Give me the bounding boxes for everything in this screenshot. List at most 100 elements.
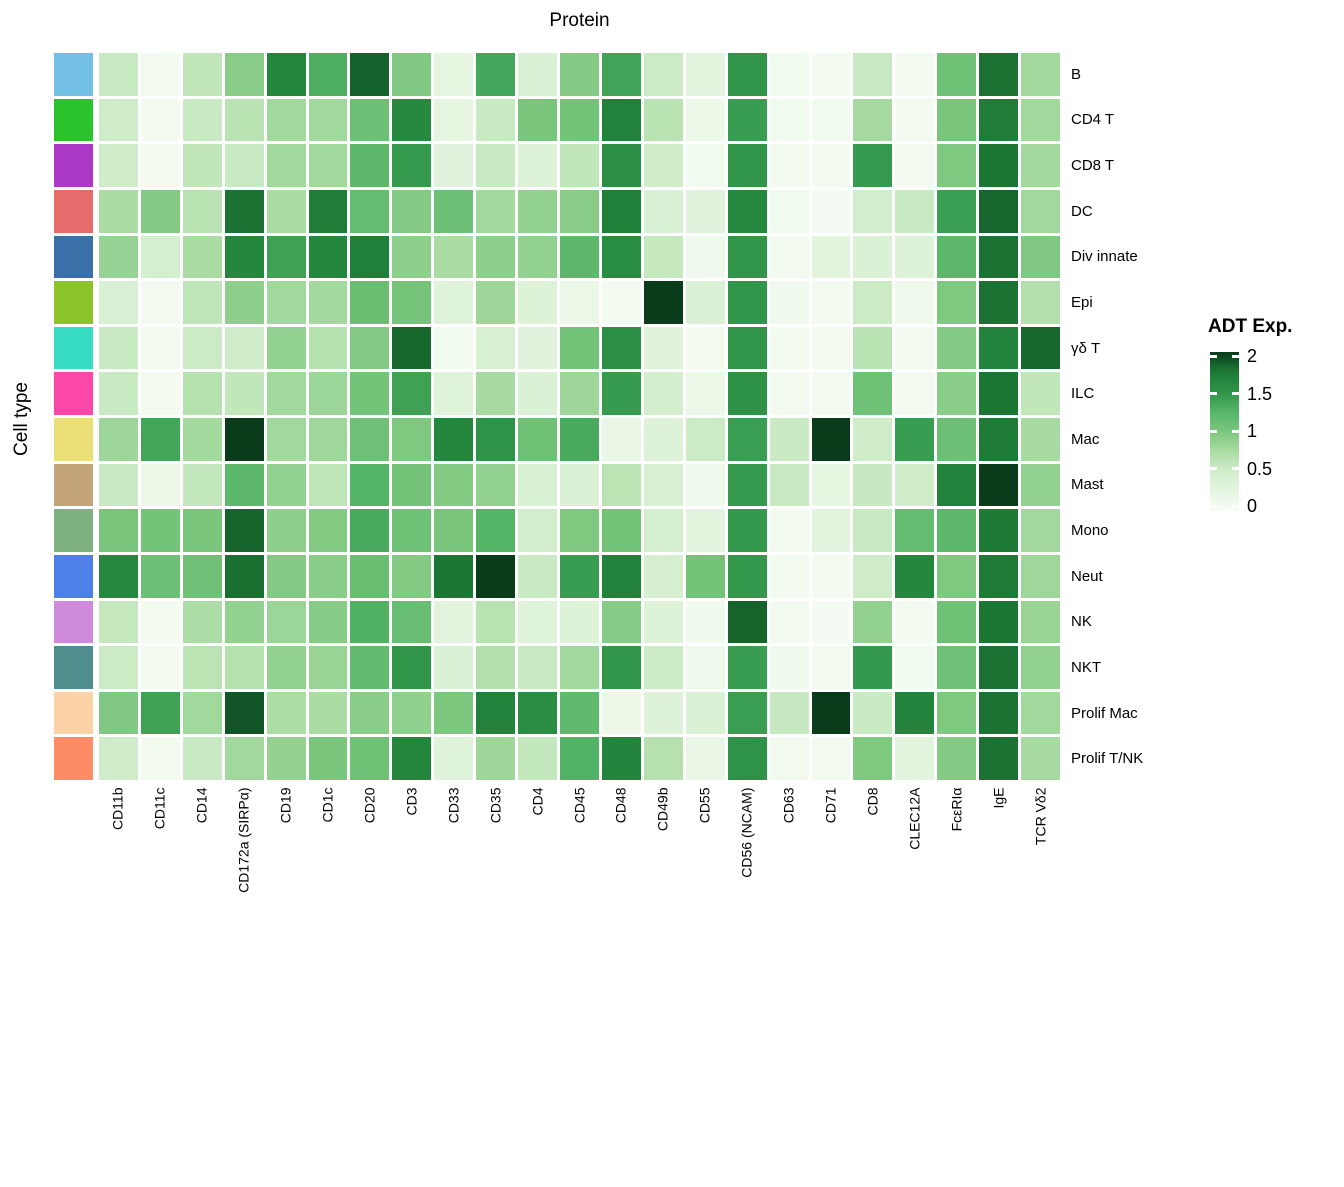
heatmap-cell <box>601 691 641 735</box>
heatmap-cell <box>434 737 474 780</box>
heatmap-cell <box>392 463 432 507</box>
heatmap-cell <box>643 646 683 689</box>
cell-type-swatch <box>54 326 93 370</box>
heatmap-cell <box>601 737 641 780</box>
heatmap-cell <box>769 372 809 415</box>
heatmap-cell <box>266 600 306 644</box>
heatmap-cell <box>769 600 809 644</box>
heatmap-cell <box>99 235 138 279</box>
legend-tick <box>1210 429 1217 433</box>
heatmap-cell <box>601 281 641 324</box>
heatmap-cell <box>266 691 306 735</box>
heatmap-cell <box>476 691 516 735</box>
heatmap-cell <box>560 235 599 279</box>
heatmap-cell <box>140 372 180 415</box>
heatmap-cell <box>979 53 1019 96</box>
row-label: Mast <box>1071 476 1104 494</box>
heatmap-cell <box>853 189 893 233</box>
heatmap-cell <box>1021 98 1060 142</box>
heatmap-cell <box>727 418 767 461</box>
heatmap-cell <box>769 144 809 187</box>
heatmap-cell <box>392 235 432 279</box>
heatmap-cell <box>308 737 348 780</box>
heatmap-cell <box>224 281 264 324</box>
heatmap-cell <box>140 554 180 598</box>
heatmap-cell <box>392 737 432 780</box>
column-label: TCR Vδ2 <box>1032 787 1049 845</box>
column-label: CD8 <box>864 787 881 816</box>
heatmap-cell <box>560 646 599 689</box>
heatmap-cell <box>853 281 893 324</box>
heatmap-cell <box>434 646 474 689</box>
heatmap-cell <box>601 326 641 370</box>
heatmap-cell <box>182 144 222 187</box>
heatmap-cell <box>1021 372 1060 415</box>
cell-type-swatch <box>54 235 93 279</box>
heatmap-cell <box>518 53 558 96</box>
cell-type-color-strip <box>54 53 93 780</box>
heatmap-cell <box>853 737 893 780</box>
legend-tick-label: 1.5 <box>1247 383 1273 404</box>
heatmap-cell <box>811 418 851 461</box>
heatmap-cell <box>224 144 264 187</box>
heatmap-cell <box>308 691 348 735</box>
heatmap-cell <box>853 144 893 187</box>
heatmap-cell <box>685 418 725 461</box>
heatmap-cell <box>601 53 641 96</box>
cell-type-swatch <box>54 98 93 142</box>
heatmap-cell <box>224 372 264 415</box>
heatmap-cell <box>392 554 432 598</box>
heatmap-cell <box>811 144 851 187</box>
heatmap-cell <box>350 600 390 644</box>
heatmap-cell <box>518 509 558 552</box>
heatmap-cell <box>560 144 599 187</box>
heatmap-cell <box>434 463 474 507</box>
heatmap-cell <box>769 691 809 735</box>
heatmap-cell <box>1021 646 1060 689</box>
heatmap-cell <box>1021 189 1060 233</box>
heatmap-cell <box>727 509 767 552</box>
heatmap-cell <box>979 509 1019 552</box>
heatmap-cell <box>560 53 599 96</box>
heatmap-cell <box>811 326 851 370</box>
heatmap-cell <box>266 509 306 552</box>
column-label: CD172a (SIRPα) <box>235 787 252 893</box>
heatmap-cell <box>140 98 180 142</box>
heatmap-cell <box>895 646 935 689</box>
heatmap-cell <box>601 600 641 644</box>
heatmap-cell <box>560 509 599 552</box>
heatmap-cell <box>937 737 977 780</box>
heatmap-cell <box>140 281 180 324</box>
heatmap-cell <box>182 53 222 96</box>
heatmap-cell <box>350 554 390 598</box>
heatmap-cell <box>811 53 851 96</box>
cell-type-swatch <box>54 281 93 324</box>
heatmap-cell <box>769 189 809 233</box>
heatmap-cell <box>727 189 767 233</box>
heatmap-cell <box>685 144 725 187</box>
heatmap-cell <box>643 189 683 233</box>
heatmap-cell <box>601 463 641 507</box>
heatmap-cell <box>350 281 390 324</box>
heatmap-cell <box>769 326 809 370</box>
cell-type-swatch <box>54 418 93 461</box>
heatmap-cell <box>434 98 474 142</box>
heatmap-cell <box>140 189 180 233</box>
row-label: CD8 T <box>1071 157 1115 175</box>
heatmap-cell <box>853 53 893 96</box>
heatmap-cell <box>895 281 935 324</box>
heatmap-cell <box>99 144 138 187</box>
heatmap-cell <box>140 144 180 187</box>
heatmap-cell <box>1021 144 1060 187</box>
heatmap-cell <box>685 189 725 233</box>
heatmap-cell <box>308 554 348 598</box>
heatmap-cell <box>685 600 725 644</box>
heatmap-cell <box>392 144 432 187</box>
heatmap-cell <box>140 509 180 552</box>
heatmap-cell <box>140 463 180 507</box>
heatmap-cell <box>895 53 935 96</box>
heatmap-cell <box>560 326 599 370</box>
column-label: CD35 <box>487 787 504 823</box>
x-axis-title: Protein <box>549 10 610 31</box>
heatmap-cell <box>434 691 474 735</box>
